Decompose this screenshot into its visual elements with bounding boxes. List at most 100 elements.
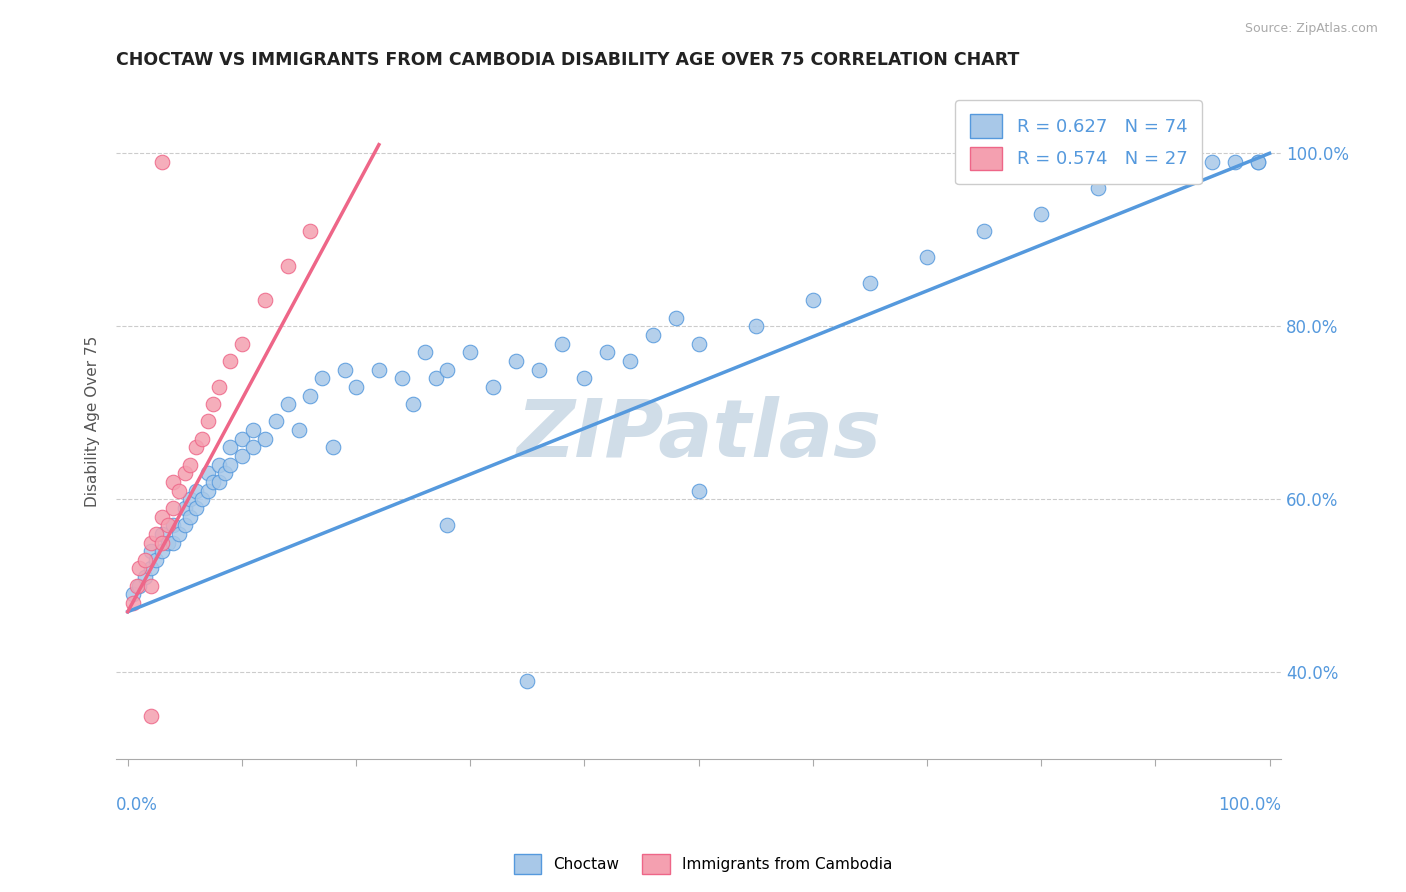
Text: 100.0%: 100.0% xyxy=(1218,796,1281,814)
Point xyxy=(162,535,184,549)
Point xyxy=(744,319,766,334)
Point xyxy=(186,483,208,498)
Point xyxy=(973,224,995,238)
Text: Source: ZipAtlas.com: Source: ZipAtlas.com xyxy=(1244,22,1378,36)
Point xyxy=(139,561,162,575)
Point xyxy=(277,259,299,273)
Point xyxy=(333,362,356,376)
Point xyxy=(179,458,201,472)
Point xyxy=(139,544,162,558)
Point xyxy=(231,336,253,351)
Point xyxy=(128,561,150,575)
Point xyxy=(208,380,231,394)
Point xyxy=(167,483,190,498)
Point xyxy=(134,570,156,584)
Point xyxy=(505,354,527,368)
Point xyxy=(391,371,413,385)
Point xyxy=(665,310,688,325)
Point xyxy=(150,155,173,169)
Point xyxy=(173,467,195,481)
Point xyxy=(596,345,619,359)
Point xyxy=(1225,155,1247,169)
Point xyxy=(619,354,641,368)
Point xyxy=(125,579,148,593)
Point xyxy=(139,579,162,593)
Point xyxy=(208,475,231,489)
Point xyxy=(1201,155,1223,169)
Text: 0.0%: 0.0% xyxy=(117,796,157,814)
Point xyxy=(436,518,458,533)
Point xyxy=(145,553,167,567)
Point xyxy=(482,380,505,394)
Point xyxy=(425,371,447,385)
Y-axis label: Disability Age Over 75: Disability Age Over 75 xyxy=(86,335,100,507)
Point xyxy=(139,708,162,723)
Point xyxy=(208,458,231,472)
Point xyxy=(413,345,436,359)
Point xyxy=(186,500,208,515)
Point xyxy=(150,527,173,541)
Point xyxy=(156,535,179,549)
Point xyxy=(242,441,264,455)
Point xyxy=(179,492,201,507)
Point xyxy=(150,535,173,549)
Point xyxy=(242,423,264,437)
Point xyxy=(156,518,179,533)
Point xyxy=(214,467,236,481)
Point xyxy=(202,475,225,489)
Point xyxy=(134,553,156,567)
Legend: Choctaw, Immigrants from Cambodia: Choctaw, Immigrants from Cambodia xyxy=(508,848,898,880)
Point xyxy=(264,414,287,428)
Point xyxy=(574,371,596,385)
Point xyxy=(173,500,195,515)
Point xyxy=(122,587,145,601)
Point xyxy=(311,371,333,385)
Point xyxy=(128,579,150,593)
Point xyxy=(1087,181,1109,195)
Point xyxy=(179,509,201,524)
Point xyxy=(1121,163,1143,178)
Legend: R = 0.627   N = 74, R = 0.574   N = 27: R = 0.627 N = 74, R = 0.574 N = 27 xyxy=(956,100,1202,185)
Point xyxy=(150,509,173,524)
Point xyxy=(1144,155,1167,169)
Point xyxy=(299,224,322,238)
Point xyxy=(231,432,253,446)
Point xyxy=(458,345,481,359)
Point xyxy=(122,596,145,610)
Point xyxy=(299,388,322,402)
Point xyxy=(367,362,389,376)
Point xyxy=(162,518,184,533)
Point xyxy=(197,414,219,428)
Point xyxy=(231,449,253,463)
Point xyxy=(1031,207,1053,221)
Point xyxy=(688,483,710,498)
Point xyxy=(344,380,367,394)
Point xyxy=(641,328,664,343)
Point xyxy=(288,423,311,437)
Point xyxy=(139,535,162,549)
Point xyxy=(550,336,572,351)
Point xyxy=(915,250,938,264)
Point xyxy=(801,293,824,308)
Point xyxy=(197,467,219,481)
Point xyxy=(277,397,299,411)
Point xyxy=(162,500,184,515)
Point xyxy=(1178,155,1201,169)
Text: CHOCTAW VS IMMIGRANTS FROM CAMBODIA DISABILITY AGE OVER 75 CORRELATION CHART: CHOCTAW VS IMMIGRANTS FROM CAMBODIA DISA… xyxy=(117,51,1019,69)
Point xyxy=(1247,155,1270,169)
Point xyxy=(253,432,276,446)
Point xyxy=(145,527,167,541)
Point xyxy=(191,432,214,446)
Point xyxy=(322,441,344,455)
Point xyxy=(219,458,242,472)
Point xyxy=(436,362,458,376)
Point xyxy=(527,362,550,376)
Point xyxy=(402,397,425,411)
Point xyxy=(191,492,214,507)
Point xyxy=(167,527,190,541)
Point xyxy=(202,397,225,411)
Point xyxy=(219,354,242,368)
Point xyxy=(219,441,242,455)
Point xyxy=(186,441,208,455)
Point xyxy=(1247,155,1270,169)
